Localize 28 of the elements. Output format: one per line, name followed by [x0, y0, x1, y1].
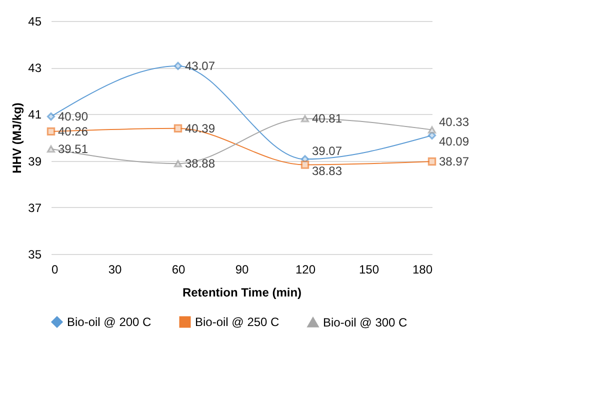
y-axis-title: HHV (MJ/kg) [10, 102, 24, 174]
x-tick-label: 90 [235, 262, 249, 276]
x-tick-label: 60 [172, 262, 186, 276]
data-label: 40.09 [439, 134, 470, 148]
y-tick-label: 41 [28, 108, 42, 122]
data-label: 43.07 [185, 58, 216, 73]
data-label: 40.33 [439, 114, 470, 129]
x-tick-label: 150 [358, 262, 380, 276]
y-tick-label: 35 [28, 248, 42, 262]
y-tick-label: 43 [28, 61, 42, 76]
data-label: 40.90 [58, 110, 88, 124]
y-tick-label: 37 [28, 200, 42, 215]
data-label: 38.83 [312, 164, 342, 178]
x-axis-title: Retention Time (min) [182, 286, 302, 300]
legend-label: Bio-oil @ 200 C [67, 315, 152, 329]
x-tick-label: 180 [412, 262, 433, 276]
data-label: 38.97 [439, 154, 470, 168]
y-tick-label: 45 [28, 14, 42, 28]
x-tick-label: 120 [295, 262, 316, 276]
x-tick-label: 0 [52, 262, 58, 276]
legend-label: Bio-oil @ 300 C [323, 315, 408, 330]
data-label: 39.07 [312, 144, 342, 158]
legend-label: Bio-oil @ 250 C [195, 315, 280, 329]
data-label: 38.88 [185, 156, 216, 171]
x-tick-label: 30 [108, 262, 122, 276]
y-tick-label: 39 [28, 154, 42, 168]
data-label: 40.81 [312, 112, 342, 126]
data-label: 39.51 [58, 142, 88, 156]
